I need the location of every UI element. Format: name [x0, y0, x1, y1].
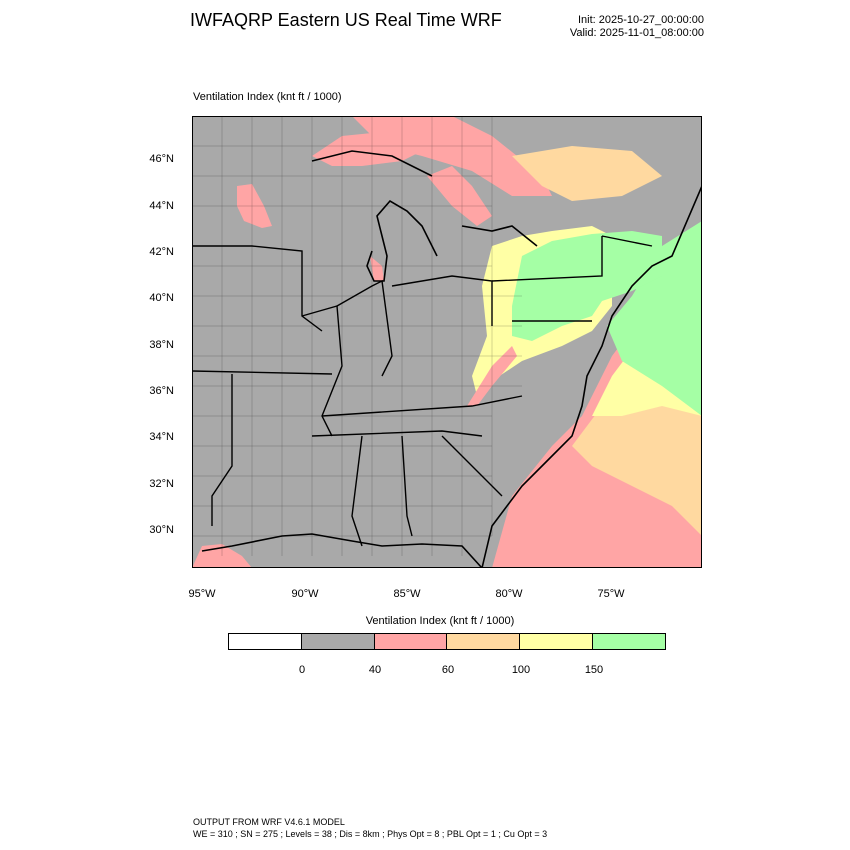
colorbar-swatch-5 [592, 633, 666, 650]
plot-title: IWFAQRP Eastern US Real Time WRF [190, 10, 502, 30]
lake-michigan-pink [370, 256, 384, 281]
lat-label-32: 32°N [149, 478, 174, 490]
lat-label-30: 30°N [149, 524, 174, 536]
lat-label-38: 38°N [149, 339, 174, 351]
lat-label-34: 34°N [149, 431, 174, 443]
colorbar-tick-60: 60 [441, 664, 455, 676]
county-lines [192, 116, 522, 556]
footer-line-2: WE = 310 ; SN = 275 ; Levels = 38 ; Dis … [193, 829, 548, 839]
colorbar-swatch-3 [446, 633, 521, 650]
footer-line-1: OUTPUT FROM WRF V4.6.1 MODEL [193, 817, 345, 827]
colorbar-tick-40: 40 [368, 664, 382, 676]
colorbar-swatch-2 [373, 633, 448, 650]
colorbar-swatch-0 [228, 633, 302, 650]
lon-label-90: 90°W [291, 588, 319, 600]
lake-huron-pink [427, 166, 492, 226]
model-footer: OUTPUT FROM WRF V4.6.1 MODEL WE = 310 ; … [193, 816, 547, 840]
colorbar [228, 633, 666, 650]
atlantic-green-band [607, 221, 702, 416]
ventilation-index-map [192, 116, 702, 568]
colorbar-title: Ventilation Index (knt ft / 1000) [365, 615, 515, 627]
lat-label-36: 36°N [149, 385, 174, 397]
lon-label-80: 80°W [495, 588, 523, 600]
map-border [192, 116, 702, 568]
lat-label-42: 42°N [149, 246, 174, 258]
valid-time: Valid: 2025-11-01_08:00:00 [569, 27, 704, 39]
lon-label-95: 95°W [188, 588, 216, 600]
colorbar-tick-0: 0 [298, 664, 306, 676]
colorbar-tick-150: 150 [584, 664, 604, 676]
run-times: Init: 2025-10-27_00:00:00 Valid: 2025-11… [570, 14, 704, 40]
colorbar-tick-100: 100 [511, 664, 531, 676]
lon-label-75: 75°W [597, 588, 625, 600]
init-time: Init: 2025-10-27_00:00:00 [578, 14, 704, 26]
north-orange-region [512, 146, 662, 201]
northeast-green [512, 231, 662, 341]
lon-label-85: 85°W [393, 588, 421, 600]
coastline [201, 150, 702, 568]
colorbar-swatch-1 [300, 633, 375, 650]
lat-label-46: 46°N [149, 153, 174, 165]
lat-label-44: 44°N [149, 200, 174, 212]
lat-label-40: 40°N [149, 292, 174, 304]
colorbar-swatch-4 [519, 633, 594, 650]
field-label: Ventilation Index (knt ft / 1000) [193, 91, 342, 103]
